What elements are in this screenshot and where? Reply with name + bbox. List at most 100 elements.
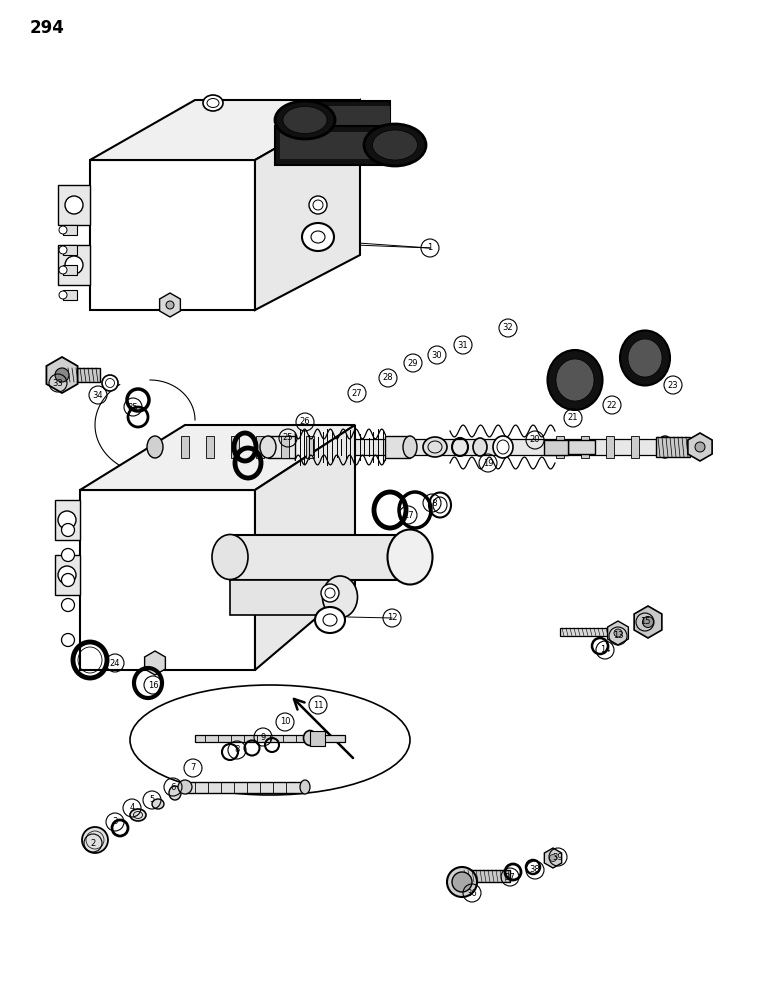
Ellipse shape: [62, 598, 75, 611]
Polygon shape: [656, 437, 690, 457]
Ellipse shape: [657, 436, 673, 458]
Ellipse shape: [283, 106, 327, 133]
Text: 34: 34: [93, 390, 103, 399]
Text: 12: 12: [387, 613, 397, 622]
Polygon shape: [90, 160, 255, 310]
Polygon shape: [80, 490, 255, 670]
Polygon shape: [144, 651, 165, 675]
Text: 10: 10: [280, 718, 290, 726]
Polygon shape: [80, 425, 355, 490]
Text: 6: 6: [170, 782, 176, 792]
Text: 35: 35: [128, 402, 138, 412]
Ellipse shape: [322, 576, 357, 618]
Text: 9: 9: [261, 732, 266, 742]
Polygon shape: [568, 440, 595, 454]
Polygon shape: [155, 439, 665, 455]
Polygon shape: [631, 436, 639, 458]
Text: 26: 26: [300, 418, 310, 426]
Text: 16: 16: [147, 680, 158, 690]
Ellipse shape: [59, 266, 67, 274]
Ellipse shape: [166, 301, 174, 309]
Text: 11: 11: [313, 700, 323, 710]
Text: 22: 22: [607, 400, 617, 410]
Ellipse shape: [62, 574, 75, 586]
Text: 13: 13: [612, 632, 623, 641]
Ellipse shape: [275, 101, 335, 139]
Text: 33: 33: [52, 378, 63, 387]
Polygon shape: [306, 436, 314, 458]
Polygon shape: [556, 436, 564, 458]
Ellipse shape: [59, 226, 67, 234]
Polygon shape: [634, 606, 662, 638]
Ellipse shape: [309, 196, 327, 214]
Polygon shape: [281, 436, 289, 458]
Ellipse shape: [260, 436, 276, 458]
Text: 21: 21: [568, 414, 578, 422]
Text: 39: 39: [553, 852, 563, 861]
Polygon shape: [268, 436, 295, 458]
Text: 28: 28: [383, 373, 393, 382]
Polygon shape: [63, 290, 77, 300]
Ellipse shape: [423, 437, 447, 457]
Text: 4: 4: [129, 804, 135, 812]
Ellipse shape: [102, 375, 118, 391]
Ellipse shape: [452, 872, 472, 892]
Ellipse shape: [169, 786, 181, 800]
Ellipse shape: [212, 534, 248, 580]
Text: 32: 32: [502, 324, 513, 332]
Ellipse shape: [556, 359, 594, 401]
Ellipse shape: [303, 730, 317, 746]
Polygon shape: [462, 870, 510, 882]
Ellipse shape: [628, 339, 662, 377]
Ellipse shape: [614, 629, 622, 637]
Text: 23: 23: [668, 380, 679, 389]
Text: 37: 37: [505, 872, 516, 882]
Polygon shape: [275, 126, 395, 165]
Ellipse shape: [321, 584, 339, 602]
Ellipse shape: [62, 634, 75, 647]
Polygon shape: [255, 425, 355, 670]
Text: 24: 24: [110, 658, 120, 668]
Polygon shape: [230, 580, 340, 615]
Ellipse shape: [58, 566, 76, 584]
Text: 15: 15: [640, 617, 651, 626]
Text: 17: 17: [402, 510, 413, 520]
Ellipse shape: [549, 854, 556, 861]
Polygon shape: [185, 782, 305, 793]
Text: 25: 25: [282, 434, 293, 442]
Ellipse shape: [147, 436, 163, 458]
Ellipse shape: [373, 130, 417, 160]
Text: 27: 27: [352, 388, 363, 397]
Polygon shape: [544, 848, 562, 868]
Ellipse shape: [429, 492, 451, 518]
Text: 18: 18: [427, 498, 438, 508]
Polygon shape: [305, 101, 390, 139]
Text: 2: 2: [90, 838, 96, 848]
Text: 5: 5: [150, 796, 154, 804]
Polygon shape: [544, 440, 568, 455]
Polygon shape: [90, 100, 360, 160]
Ellipse shape: [62, 548, 75, 562]
Ellipse shape: [473, 438, 487, 456]
Ellipse shape: [300, 780, 310, 794]
Ellipse shape: [620, 330, 670, 385]
Polygon shape: [55, 500, 80, 540]
Ellipse shape: [302, 223, 334, 251]
Polygon shape: [385, 436, 410, 458]
Text: 31: 31: [458, 340, 468, 350]
Polygon shape: [195, 735, 345, 742]
Ellipse shape: [130, 809, 146, 821]
Ellipse shape: [315, 607, 345, 633]
Ellipse shape: [62, 524, 75, 536]
Polygon shape: [255, 100, 360, 310]
Text: 20: 20: [530, 436, 541, 444]
Polygon shape: [63, 265, 77, 275]
Text: 8: 8: [234, 746, 239, 754]
Ellipse shape: [548, 350, 602, 410]
Ellipse shape: [82, 827, 108, 853]
Ellipse shape: [59, 291, 67, 299]
Polygon shape: [305, 106, 390, 134]
Polygon shape: [310, 731, 325, 746]
Polygon shape: [63, 225, 77, 235]
Polygon shape: [560, 628, 612, 636]
